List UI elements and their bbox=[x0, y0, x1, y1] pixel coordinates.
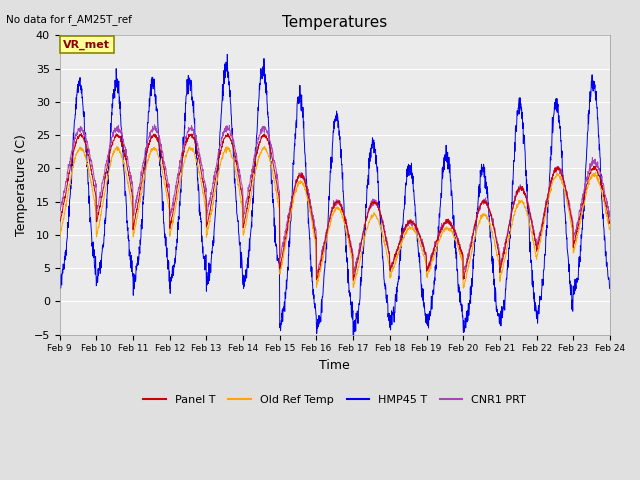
Title: Temperatures: Temperatures bbox=[282, 15, 387, 30]
Text: No data for f_AM25T_ref: No data for f_AM25T_ref bbox=[6, 14, 132, 25]
Text: VR_met: VR_met bbox=[63, 39, 110, 49]
Legend: Panel T, Old Ref Temp, HMP45 T, CNR1 PRT: Panel T, Old Ref Temp, HMP45 T, CNR1 PRT bbox=[139, 391, 531, 410]
Y-axis label: Temperature (C): Temperature (C) bbox=[15, 134, 28, 236]
X-axis label: Time: Time bbox=[319, 359, 350, 372]
